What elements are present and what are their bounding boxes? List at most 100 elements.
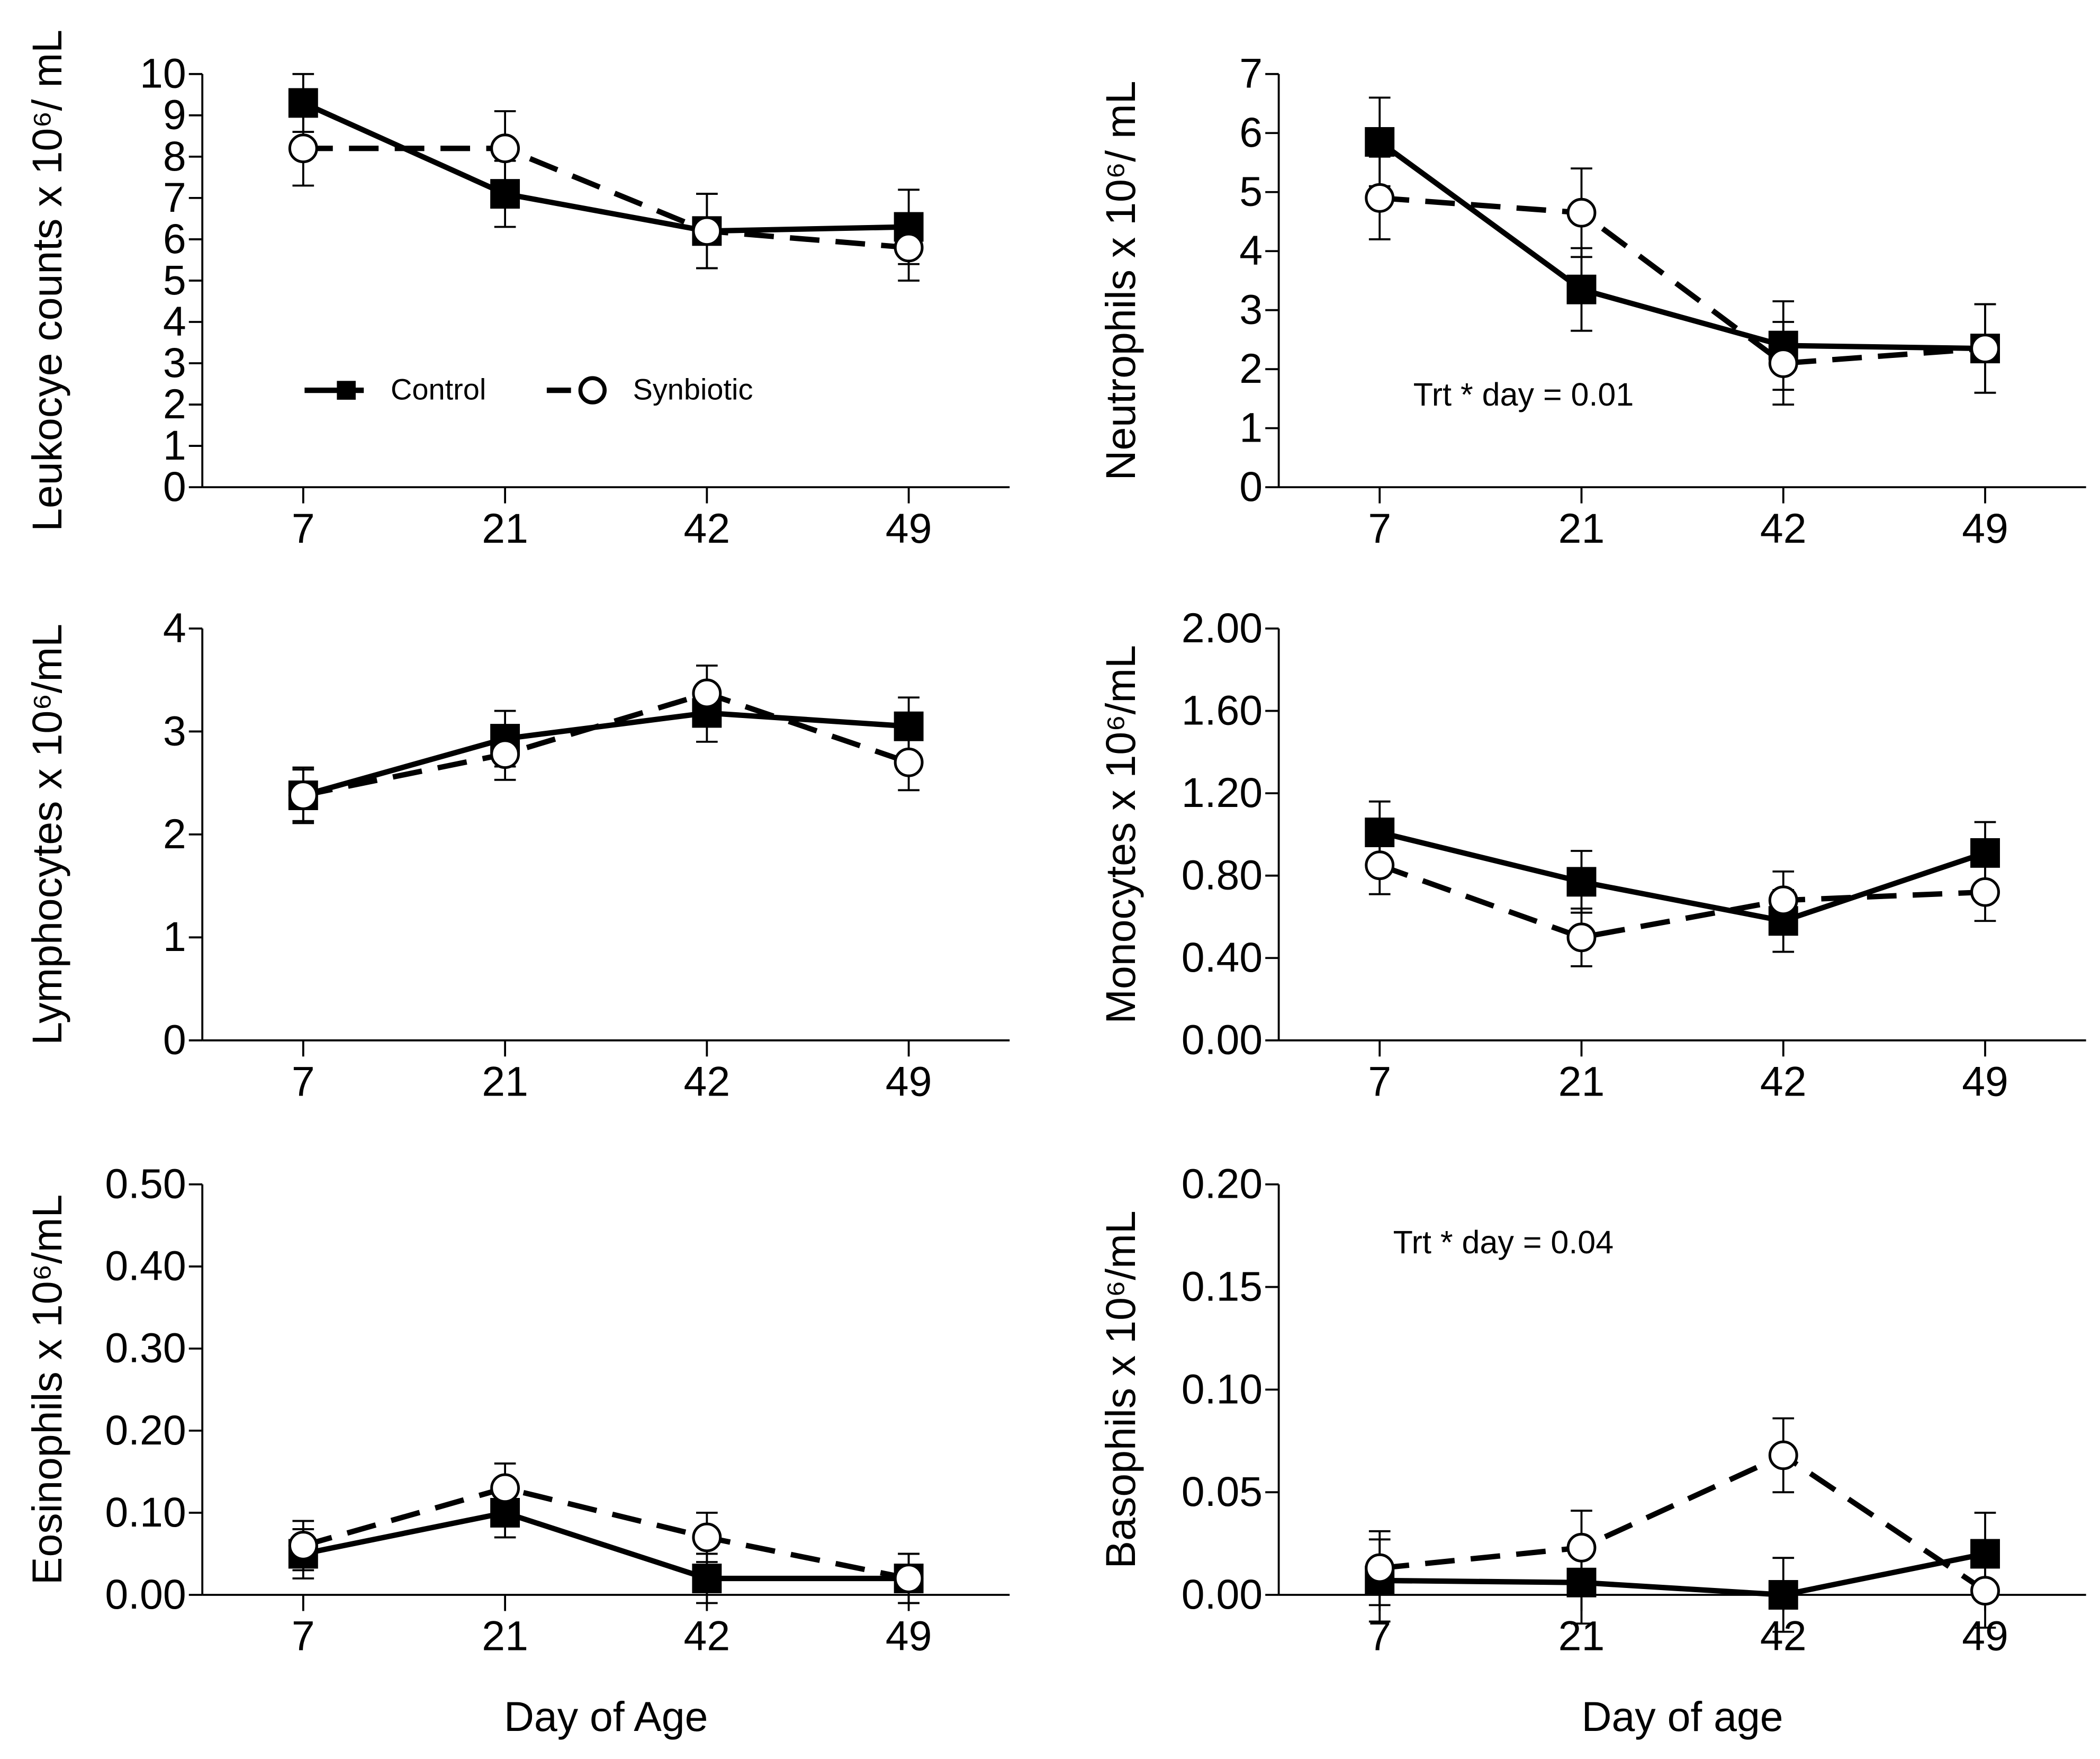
x-tick-label: 49	[886, 505, 932, 552]
marker	[692, 1564, 722, 1593]
series-line	[1378, 139, 1986, 352]
y-axis-label: Leukocye counts x 10⁶/ mL	[24, 30, 70, 532]
marker	[490, 739, 520, 769]
marker	[1970, 334, 2000, 364]
marker	[692, 678, 722, 708]
marker	[1566, 198, 1597, 228]
y-axis-label: Neutrophils x 10⁶/ mL	[1097, 80, 1144, 480]
x-tick-label: 21	[482, 1058, 528, 1105]
series-line	[1378, 863, 1986, 940]
y-tick-label: 8	[163, 133, 186, 180]
marker	[1970, 877, 2000, 907]
y-tick-label: 6	[163, 216, 186, 262]
y-tick-label: 7	[1239, 50, 1263, 97]
y-tick-label: 2	[1239, 345, 1263, 392]
marker	[692, 1522, 722, 1552]
marker	[1566, 867, 1597, 897]
marker	[1768, 1580, 1798, 1610]
y-tick-label: 3	[163, 707, 186, 754]
marker	[894, 747, 924, 777]
x-tick-label: 42	[1760, 505, 1807, 552]
y-tick-label: 0.00	[105, 1571, 186, 1618]
marker	[692, 216, 722, 246]
x-tick-label: 42	[684, 1613, 731, 1659]
marker	[288, 1531, 318, 1560]
legend-label: Control	[391, 372, 486, 406]
marker	[490, 1473, 520, 1503]
x-tick-label: 42	[684, 505, 731, 552]
y-tick-label: 0.10	[1182, 1366, 1263, 1412]
marker	[288, 780, 318, 810]
series-line	[302, 690, 910, 798]
y-tick-label: 5	[163, 257, 186, 303]
marker	[894, 232, 924, 263]
marker	[1365, 183, 1395, 213]
y-tick-label: 3	[163, 339, 186, 386]
y-tick-label: 0.80	[1182, 852, 1263, 899]
x-tick-label: 42	[1760, 1058, 1807, 1105]
y-axis-label: Lymphocytes x 10⁶/mL	[24, 624, 70, 1045]
x-tick-label: 49	[886, 1613, 932, 1659]
y-axis-label: Monocytes x 10⁶/mL	[1097, 645, 1144, 1024]
y-tick-label: 1.60	[1182, 687, 1263, 733]
marker	[288, 133, 318, 164]
x-tick-label: 7	[1368, 1058, 1391, 1105]
annotation: Trt * day = 0.04	[1393, 1224, 1614, 1260]
y-axis-label: Basophils x 10⁶/mL	[1097, 1210, 1144, 1568]
y-tick-label: 0.40	[105, 1243, 186, 1289]
x-tick-label: 49	[886, 1058, 932, 1105]
y-tick-label: 0	[163, 1017, 186, 1063]
series-line	[302, 100, 909, 234]
marker	[1768, 348, 1798, 378]
y-tick-label: 0.05	[1182, 1468, 1263, 1515]
annotation: Trt * day = 0.01	[1413, 376, 1634, 412]
x-tick-label: 21	[1558, 505, 1605, 552]
series-line	[1379, 195, 1986, 366]
y-tick-label: 0.15	[1182, 1263, 1263, 1309]
marker	[1970, 838, 2000, 868]
marker	[1970, 1539, 2000, 1569]
y-tick-label: 0.30	[105, 1325, 186, 1371]
y-tick-label: 5	[1239, 168, 1263, 215]
marker	[1768, 1440, 1798, 1470]
y-tick-label: 1	[163, 422, 186, 469]
marker	[1365, 1553, 1395, 1583]
x-tick-label: 7	[1368, 505, 1391, 552]
x-tick-label: 7	[292, 505, 315, 552]
y-tick-label: 0.20	[1182, 1161, 1263, 1207]
y-tick-label: 1.20	[1182, 769, 1263, 816]
y-tick-label: 4	[1239, 227, 1263, 274]
series-line	[1380, 1551, 1986, 1598]
x-tick-label: 7	[292, 1058, 315, 1105]
x-tick-label: 21	[1558, 1058, 1605, 1105]
marker	[1365, 850, 1395, 881]
y-tick-label: 2	[163, 811, 186, 857]
y-tick-label: 6	[1239, 109, 1263, 156]
series-line	[1379, 830, 1986, 924]
marker	[1970, 1576, 2000, 1606]
y-tick-label: 10	[140, 50, 186, 97]
y-tick-label: 0.10	[105, 1489, 186, 1536]
y-tick-label: 0.50	[105, 1161, 186, 1207]
x-tick-label: 49	[1962, 1058, 2008, 1105]
y-tick-label: 4	[163, 298, 186, 345]
x-tick-label: 7	[292, 1613, 315, 1659]
marker	[894, 1564, 924, 1593]
y-tick-label: 1	[1239, 405, 1263, 451]
x-axis-label: Day of age	[1582, 1693, 1783, 1740]
x-tick-label: 42	[684, 1058, 731, 1105]
marker	[1566, 1567, 1597, 1598]
y-tick-label: 1	[163, 913, 186, 960]
marker	[894, 711, 924, 741]
y-tick-label: 7	[163, 174, 186, 221]
y-tick-label: 0.00	[1182, 1571, 1263, 1618]
y-tick-label: 0.40	[1182, 934, 1263, 981]
marker	[288, 88, 318, 118]
x-axis-label: Day of Age	[504, 1693, 708, 1740]
marker	[1768, 885, 1798, 916]
marker	[1566, 1532, 1597, 1563]
x-tick-label: 21	[482, 505, 528, 552]
marker	[1566, 922, 1597, 953]
